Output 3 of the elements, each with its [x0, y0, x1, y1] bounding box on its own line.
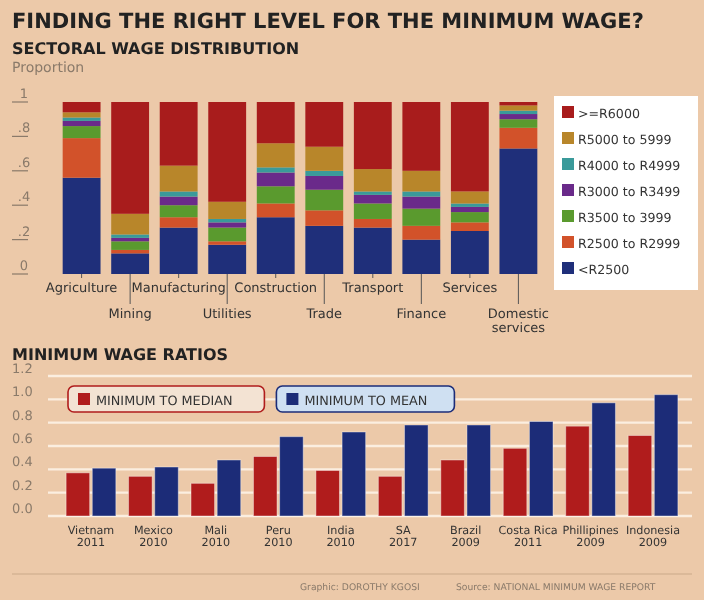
chart-subtitle: SECTORAL WAGE DISTRIBUTION — [12, 40, 300, 58]
chart-title: MINIMUM WAGE RATIOS — [12, 346, 229, 364]
chart-title: FINDING THE RIGHT LEVEL FOR THE MINIMUM WAGE? — [12, 10, 644, 34]
